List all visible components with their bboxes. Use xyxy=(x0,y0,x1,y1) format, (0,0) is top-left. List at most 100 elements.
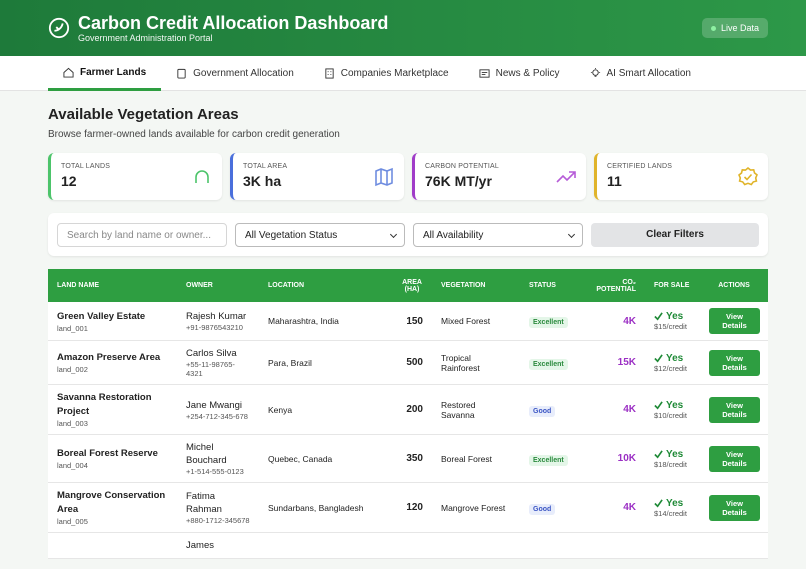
area: 150 xyxy=(406,315,423,327)
land-id: land_005 xyxy=(57,517,88,526)
section-description: Browse farmer-owned lands available for … xyxy=(48,129,340,140)
tab[interactable]: Farmer Lands xyxy=(48,56,162,91)
tab[interactable]: Government Allocation xyxy=(161,56,309,91)
for-sale: Yes xyxy=(654,498,691,509)
tab-label: Farmer Lands xyxy=(80,66,147,78)
view-details-button[interactable]: View Details xyxy=(709,445,760,472)
availability-select[interactable]: All Availability xyxy=(413,222,583,247)
status-badge: Excellent xyxy=(529,317,568,328)
tab[interactable]: AI Smart Allocation xyxy=(575,56,706,91)
vegetation: Restored Savanna xyxy=(441,399,476,420)
for-sale-text: Yes xyxy=(666,311,684,322)
tab[interactable]: News & Policy xyxy=(464,56,575,91)
stat-value: 12 xyxy=(61,173,77,189)
land-name: Boreal Forest Reserve xyxy=(57,448,158,459)
cell: Yes $18/credit xyxy=(645,434,700,483)
price: $14/credit xyxy=(654,508,687,518)
for-sale: Yes xyxy=(654,311,691,322)
status-badge: Good xyxy=(529,405,556,417)
co2-potential: 4K xyxy=(623,502,636,513)
cell: Yes $15/credit xyxy=(645,302,700,341)
tab-label: Companies Marketplace xyxy=(340,68,449,79)
cell: Tropical Rainforest xyxy=(432,340,520,385)
owner-name: Carlos Silva xyxy=(186,348,237,359)
vegetation: Tropical Rainforest xyxy=(441,352,480,373)
cell: Maharashtra, India xyxy=(259,302,392,341)
cell xyxy=(432,532,520,559)
tab[interactable]: Companies Marketplace xyxy=(309,56,464,91)
for-sale-text: Yes xyxy=(666,497,684,509)
for-sale: Yes xyxy=(654,353,691,364)
table-row: Green Valley Estate land_001 Rajesh Kumar +… xyxy=(48,302,768,341)
land-id: land_002 xyxy=(57,365,88,374)
area: 500 xyxy=(406,357,423,368)
price: $15/credit xyxy=(654,322,687,331)
cell: Sundarbans, Bangladesh xyxy=(259,482,392,533)
land-name: Mangrove Conservation Area xyxy=(57,490,166,515)
cell: Excellent xyxy=(520,302,580,341)
cell: View Details xyxy=(700,482,768,533)
search-input[interactable]: Search by land name or owner... xyxy=(57,222,227,247)
cell: 500 xyxy=(392,340,432,385)
tab-label: Government Allocation xyxy=(193,68,294,79)
cell: Boreal Forest xyxy=(432,434,520,483)
cell: Kenya xyxy=(259,384,392,435)
tab-label: News & Policy xyxy=(495,68,560,79)
price: $12/credit xyxy=(654,363,687,373)
cell: 150 xyxy=(392,302,432,341)
owner-name: Jane Mwangi xyxy=(186,399,242,411)
status-badge: Excellent xyxy=(529,358,568,370)
stats: TOTAL LANDS 12 TOTAL AREA 3K ha CARBON POT… xyxy=(48,153,768,200)
owner-name: Michel Bouchard xyxy=(186,442,227,466)
stat-label: TOTAL LANDS xyxy=(61,163,111,170)
land-id: land_003 xyxy=(57,419,88,428)
cell: Excellent xyxy=(520,434,580,483)
for-sale: Yes xyxy=(654,449,691,460)
view-details-button[interactable]: View Details xyxy=(709,494,760,521)
cell: Green Valley Estate land_001 xyxy=(48,302,177,341)
co2-potential: 10K xyxy=(617,453,636,464)
owner-phone: +880-1712-345678 xyxy=(186,516,250,525)
column-header: CO₂ POTENTIAL xyxy=(580,269,645,302)
vegetation-select[interactable]: All Vegetation Status xyxy=(235,222,405,247)
column-header: FOR SALE xyxy=(645,269,700,302)
for-sale: Yes xyxy=(654,400,691,411)
cell xyxy=(259,532,392,559)
land-name: Savanna Restoration Project xyxy=(57,392,152,417)
area: 200 xyxy=(406,404,423,415)
cell xyxy=(392,532,432,559)
land-id: land_001 xyxy=(57,323,88,333)
stat-card: TOTAL AREA 3K ha xyxy=(230,153,404,200)
cell: Good xyxy=(520,482,580,533)
co2-potential: 15K xyxy=(617,357,636,368)
check-icon xyxy=(654,353,663,362)
check-icon xyxy=(654,312,663,321)
view-details-button[interactable]: View Details xyxy=(709,308,760,334)
cell: View Details xyxy=(700,384,768,435)
owner-phone: +1-514-555-0123 xyxy=(186,467,244,476)
filters: Search by land name or owner... All Vege… xyxy=(48,213,768,256)
for-sale-text: Yes xyxy=(666,352,684,364)
owner-name: Rajesh Kumar xyxy=(186,311,247,322)
view-details-button[interactable]: View Details xyxy=(709,396,760,423)
cell: Restored Savanna xyxy=(432,384,520,435)
clear-filters-button[interactable]: Clear Filters xyxy=(591,222,759,247)
tab-label: AI Smart Allocation xyxy=(606,68,691,79)
cell: View Details xyxy=(700,434,768,483)
cell: Boreal Forest Reserve land_004 xyxy=(48,434,177,483)
table-header: LAND NAME OWNER LOCATION AREA (HA) VEGET… xyxy=(48,269,768,302)
owner-name: James xyxy=(186,540,214,551)
view-details-button[interactable]: View Details xyxy=(709,349,760,376)
cell: Mangrove Forest xyxy=(432,482,520,533)
section-title: Available Vegetation Areas xyxy=(48,106,239,123)
vegetation: Boreal Forest xyxy=(441,453,493,464)
location: Maharashtra, India xyxy=(268,316,339,326)
cell: 200 xyxy=(392,384,432,435)
price: $18/credit xyxy=(654,459,687,469)
cell: Quebec, Canada xyxy=(259,434,392,483)
cell: 120 xyxy=(392,482,432,533)
stat-label: CERTIFIED LANDS xyxy=(607,163,673,170)
cell: 4K xyxy=(580,384,645,435)
cell: Yes $10/credit xyxy=(645,384,700,435)
land-id: land_004 xyxy=(57,461,88,470)
